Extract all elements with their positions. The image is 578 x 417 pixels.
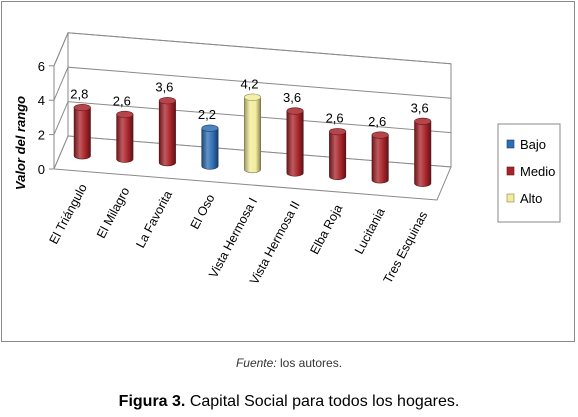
bar-body [371, 134, 389, 184]
legend-label: Alto [520, 191, 542, 206]
legend: Bajo Medio Alto [497, 123, 561, 223]
bar [73, 103, 91, 160]
source-note: Fuente: los autores. [0, 356, 578, 370]
legend-swatch [506, 166, 515, 176]
data-label: 2,6 [368, 114, 386, 129]
caption-text: Capital Social para todos los hogares. [189, 393, 460, 410]
bar [158, 97, 176, 167]
bar-body [414, 121, 432, 187]
bar [286, 107, 304, 177]
bar-top [73, 103, 91, 112]
bar-top [371, 131, 389, 139]
chart-frame: 0 2 4 6 2,8 2,6 3,6 2,2 4,2 3,6 2,6 2,6 3,6 El Triá… [1, 1, 575, 342]
legend-label: Medio [520, 164, 555, 179]
chart-plot: 0 2 4 6 2,8 2,6 3,6 2,2 4,2 3,6 2,6 2,6 3,6 El Triá… [13, 32, 561, 287]
bar [201, 124, 219, 170]
legend-label: Bajo [520, 137, 546, 152]
x-tick-label: La Favorita [133, 188, 175, 250]
bar-body [116, 114, 134, 163]
y-tick-label: 0 [38, 162, 45, 177]
data-label: 2,2 [198, 107, 216, 122]
data-label: 2,8 [70, 87, 88, 102]
figure-caption: Figura 3. Capital Social para todos los … [0, 393, 578, 411]
x-tick-label: Elba Roja [307, 202, 345, 256]
y-axis-title-group: Valor del rango [13, 96, 28, 190]
bar [371, 131, 389, 184]
bar [329, 128, 347, 180]
data-label: 4,2 [240, 76, 258, 91]
x-tick-label: Vista Hermosa I [206, 195, 260, 280]
x-tick-label: Lucitania [352, 206, 388, 257]
bar [244, 93, 262, 174]
bar-top [329, 128, 347, 136]
x-axis: El Triángulo El Milagro La Favorita El OsoV… [47, 182, 431, 287]
y-axis: 0 2 4 6 [38, 59, 54, 177]
data-label: 3,6 [155, 80, 173, 95]
bar [116, 110, 134, 163]
gridline [53, 32, 452, 66]
legend-swatch [506, 193, 515, 203]
bar-body [244, 96, 261, 174]
bar-top [201, 124, 219, 132]
x-tick-label: Tres Esquinas [381, 209, 431, 286]
bar-top [414, 117, 432, 125]
bar-body [201, 127, 219, 170]
bars: 2,8 2,6 3,6 2,2 4,2 3,6 2,6 2,6 3,6 [70, 76, 432, 187]
y-tick-label: 4 [38, 93, 45, 108]
data-label: 2,6 [326, 111, 344, 126]
x-tick-label: Vista Hermosa II [247, 199, 303, 287]
bar-body [329, 131, 347, 180]
caption-label: Figura 3. [118, 393, 186, 410]
source-label: Fuente: [235, 356, 277, 370]
bar-body [73, 107, 91, 160]
gridline [53, 66, 452, 101]
y-tick-label: 6 [38, 59, 45, 74]
bar-body [158, 100, 176, 167]
legend-swatch [506, 139, 515, 149]
y-tick-label: 2 [38, 128, 45, 143]
bar-top [116, 110, 134, 119]
bar-top [286, 107, 304, 115]
bar-top [158, 97, 176, 105]
x-tick-label: El Milagro [94, 185, 132, 241]
x-tick-label: El Oso [188, 192, 218, 232]
data-label: 3,6 [411, 100, 429, 115]
gridline [53, 101, 452, 135]
bar-body [286, 110, 304, 177]
x-tick-label: El Triángulo [47, 182, 90, 247]
data-label: 3,6 [283, 90, 301, 105]
source-text: los autores. [280, 356, 343, 370]
bar [414, 117, 432, 187]
data-label: 2,6 [113, 93, 131, 108]
bar-top [244, 93, 262, 101]
y-axis-title: Valor del rango [13, 96, 28, 190]
